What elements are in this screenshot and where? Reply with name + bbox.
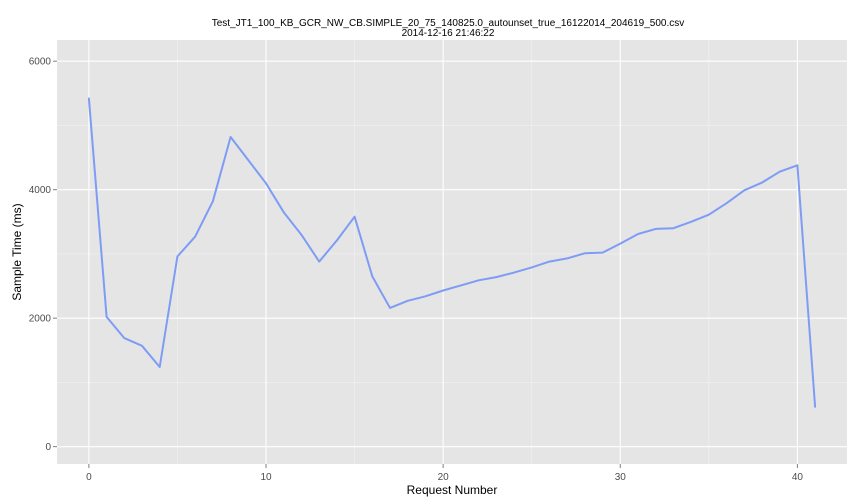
series-layer: [87, 97, 817, 408]
x-axis-ticks: 0 10 20 30 40: [86, 464, 803, 483]
x-tick-label: 10: [260, 472, 272, 483]
y-tick-label: 2000: [29, 314, 52, 325]
series-line: [87, 97, 817, 408]
chart-subtitle: 2014-12-16 21:46:22: [402, 28, 495, 39]
x-tick-label: 0: [86, 472, 92, 483]
plot-panel: [57, 40, 847, 464]
major-gridlines: [57, 40, 847, 464]
y-axis-title: Sample Time (ms): [10, 203, 24, 300]
chart-title: Test_JT1_100_KB_GCR_NW_CB.SIMPLE_20_75_1…: [212, 18, 685, 29]
minor-gridlines: [57, 40, 847, 464]
x-axis-title: Request Number: [407, 483, 498, 497]
x-tick-label: 40: [792, 472, 804, 483]
x-tick-label: 20: [438, 472, 450, 483]
x-tick-label: 30: [615, 472, 627, 483]
y-axis-ticks: 0 2000 4000 6000: [29, 57, 57, 453]
y-tick-label: 6000: [29, 57, 52, 68]
y-tick-label: 0: [45, 442, 51, 453]
y-tick-label: 4000: [29, 185, 52, 196]
